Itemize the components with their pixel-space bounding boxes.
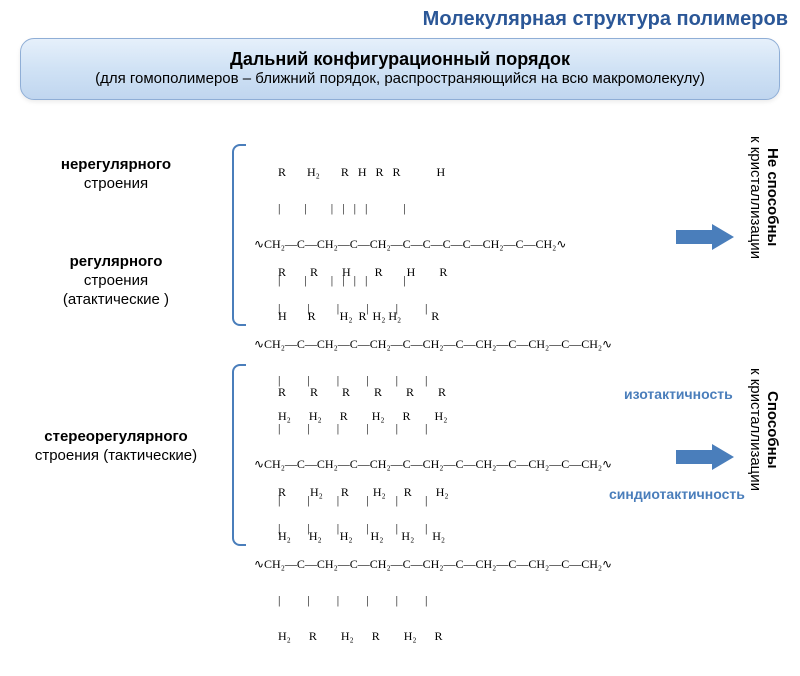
bracket-group1 (232, 144, 246, 326)
chain-syndiotactic: R H₂ R H₂ R H₂ | | | | | | ∿CH₂—C—CH₂—C—… (254, 462, 624, 676)
label-irregular-rest: строения (6, 175, 226, 194)
chain-syndiotactic-l3: ∿CH₂—C—CH₂—C—CH₂—C—CH₂—C—CH₂—C—CH₂—C—CH₂… (254, 558, 624, 570)
arrow-icon (676, 222, 736, 252)
chain-isotactic-l1: R R R R R R (254, 386, 624, 398)
chain-atactic-l1: R R H R H R (254, 266, 674, 278)
right-label-group2: Способны к кристаллизации (738, 368, 790, 496)
right-label2-bold: Способны (764, 391, 781, 469)
header-box: Дальний конфигурационный порядок (для го… (20, 38, 780, 100)
label-atactic-rest2: (атактические ) (6, 291, 226, 310)
group-non-crystallizable: нерегулярного строения регулярного строе… (6, 138, 794, 338)
right-label2-rest: к кристаллизации (747, 368, 764, 491)
label-stereoregular: стереорегулярного строения (тактические) (6, 428, 226, 466)
side-label-isotactic: изотактичность (624, 386, 733, 402)
arrow-icon (676, 442, 736, 472)
label-stereoregular-rest: строения (тактические) (6, 447, 226, 466)
chain-atactic-l2: | | | | | | (254, 302, 674, 314)
content-area: нерегулярного строения регулярного строе… (6, 128, 794, 598)
chain-syndiotactic-l2: | | | | | | (254, 522, 624, 534)
chain-syndiotactic-l5: H₂ R H₂ R H₂ R (254, 630, 624, 642)
label-stereoregular-bold: стереорегулярного (6, 428, 226, 447)
right-label1-rest: к кристаллизации (747, 136, 764, 259)
bracket-group2 (232, 364, 246, 546)
chain-atactic-l3: ∿CH₂—C—CH₂—C—CH₂—C—CH₂—C—CH₂—C—CH₂—C—CH₂… (254, 338, 674, 350)
right-label-group1: Не способны к кристаллизации (738, 136, 790, 264)
label-irregular: нерегулярного строения (6, 156, 226, 194)
group-crystallizable: стереорегулярного строения (тактические)… (6, 358, 794, 558)
header-title: Дальний конфигурационный порядок (35, 49, 765, 70)
chain-irregular-l1: R H₂ R H R R H (254, 166, 674, 178)
label-atactic-rest1: строения (6, 272, 226, 291)
label-atactic-bold: регулярного (6, 253, 226, 272)
chain-syndiotactic-l1: R H₂ R H₂ R H₂ (254, 486, 624, 498)
side-label-syndiotactic: синдиотактичность (609, 486, 745, 502)
chain-irregular-l2: | | | | | | | (254, 202, 674, 214)
header-subtitle: (для гомополимеров – ближний порядок, ра… (35, 70, 765, 89)
right-label1-bold: Не способны (764, 148, 781, 246)
chain-syndiotactic-l4: | | | | | | (254, 594, 624, 606)
chain-isotactic-l2: | | | | | | (254, 422, 624, 434)
page-title: Молекулярная структура полимеров (423, 8, 788, 31)
label-atactic: регулярного строения (атактические ) (6, 253, 226, 309)
label-irregular-bold: нерегулярного (6, 156, 226, 175)
